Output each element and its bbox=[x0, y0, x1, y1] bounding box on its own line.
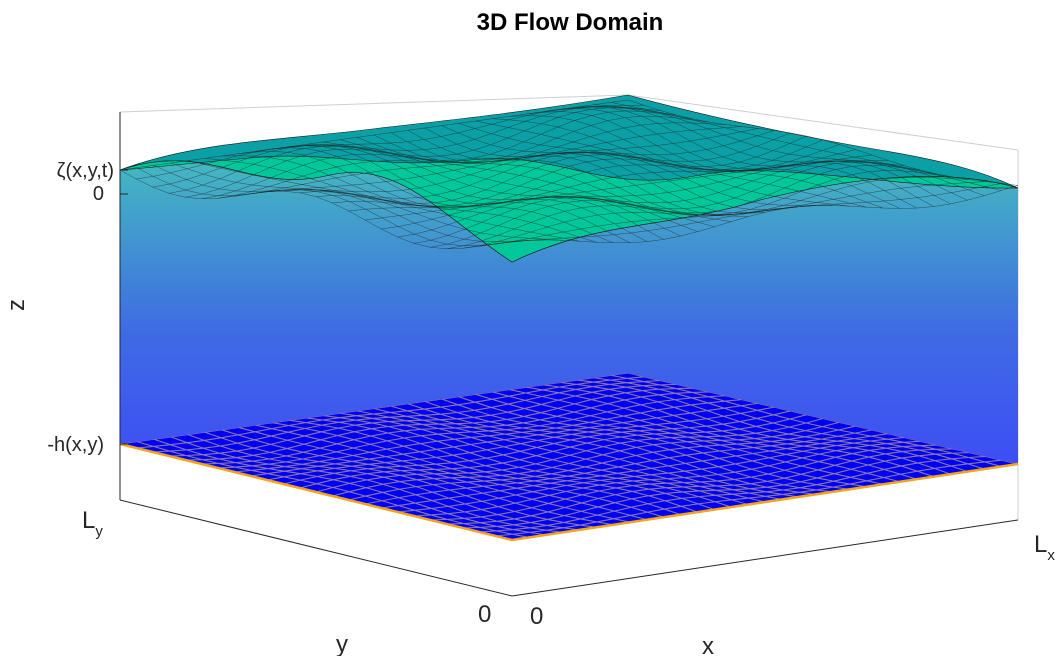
surface-mesh-line bbox=[560, 106, 951, 205]
bed-mesh-line bbox=[407, 403, 799, 498]
bed-mesh-line bbox=[204, 431, 597, 528]
bed-mesh-line bbox=[289, 419, 681, 516]
bed-mesh-line bbox=[509, 389, 901, 483]
surface-mesh-line bbox=[187, 160, 580, 242]
bed-mesh-line bbox=[594, 377, 985, 470]
surface-mesh-line bbox=[441, 125, 833, 206]
surface-mesh-line bbox=[356, 137, 749, 217]
bed-mesh-line bbox=[187, 434, 580, 531]
bed-mesh-line bbox=[340, 412, 732, 508]
surface-mesh-line bbox=[323, 141, 715, 227]
z-axis-label: z bbox=[3, 299, 30, 311]
surface-mesh-line bbox=[390, 132, 782, 215]
x-tick-end: Lx bbox=[1034, 531, 1055, 564]
bed-mesh-line bbox=[136, 441, 529, 539]
surface-mesh-line bbox=[611, 102, 1002, 191]
bed-mesh-line bbox=[424, 400, 816, 495]
bed-mesh-line bbox=[526, 386, 917, 480]
z-ticks bbox=[120, 169, 128, 445]
figure-title: 3D Flow Domain bbox=[477, 9, 664, 36]
surface-mesh-line bbox=[627, 99, 1019, 186]
bed-mesh-line bbox=[356, 410, 749, 506]
bed-mesh-line bbox=[560, 381, 951, 475]
surface-mesh-line bbox=[475, 120, 867, 208]
surface-mesh-line bbox=[458, 123, 850, 207]
free-surface bbox=[119, 94, 1019, 263]
bed-mesh-line bbox=[272, 422, 664, 518]
surface-mesh-line bbox=[170, 162, 563, 241]
bed-edge bbox=[119, 442, 1019, 542]
bed-mesh-line bbox=[306, 417, 698, 513]
surface-mesh-line bbox=[204, 158, 597, 243]
bed-mesh-line bbox=[373, 407, 766, 503]
surface-mesh-line bbox=[526, 111, 917, 209]
surface-mesh-line bbox=[594, 104, 985, 196]
surface-mesh-line bbox=[306, 144, 698, 232]
surface-mesh-line bbox=[373, 134, 766, 216]
bed-mesh-line bbox=[543, 384, 934, 478]
surface-mesh-line bbox=[153, 165, 546, 243]
bed-mesh-line bbox=[610, 374, 1002, 468]
bed-mesh-line bbox=[492, 391, 884, 485]
y-tick-zero: 0 bbox=[478, 601, 491, 628]
x-axis-label: x bbox=[702, 633, 714, 656]
surface-mesh-line bbox=[340, 139, 732, 222]
surface-mesh-line bbox=[492, 118, 884, 209]
surface-mesh-line bbox=[543, 108, 934, 207]
bed-mesh-line bbox=[153, 438, 546, 536]
x-tick-zero: 0 bbox=[530, 603, 543, 630]
bed-mesh-line bbox=[390, 405, 782, 501]
surface-mesh-line bbox=[509, 115, 901, 209]
y-tick-end: Ly bbox=[82, 507, 103, 540]
surface-mesh-line bbox=[221, 155, 614, 244]
bed-mesh-line bbox=[238, 426, 631, 523]
surface-mesh-line bbox=[407, 130, 799, 214]
axis-lines bbox=[119, 112, 1019, 597]
bed-mesh-line bbox=[170, 436, 563, 533]
bed-mesh-line bbox=[221, 429, 614, 526]
bed-mesh-line bbox=[577, 379, 968, 473]
surface-mesh-line bbox=[424, 127, 816, 210]
bed-mesh-line bbox=[458, 396, 850, 490]
surface-mesh-line bbox=[272, 145, 664, 240]
y-axis-label: y bbox=[336, 631, 348, 656]
surface-mesh-line bbox=[238, 151, 631, 243]
surface-mesh-line bbox=[136, 167, 529, 247]
z-tick-zero: 0 bbox=[93, 183, 104, 205]
surface-mesh bbox=[119, 99, 1019, 250]
surface-mesh-line bbox=[119, 169, 513, 250]
surface-mesh-line bbox=[255, 147, 648, 242]
surface-mesh-line bbox=[289, 144, 681, 237]
surface-mesh-line bbox=[577, 106, 968, 201]
bed bbox=[119, 373, 1019, 542]
z-tick-surface: ζ(x,y,t) bbox=[57, 160, 114, 182]
bed-mesh-line bbox=[475, 393, 867, 488]
z-tick-bottom: -h(x,y) bbox=[47, 434, 104, 456]
bed-mesh bbox=[120, 373, 1018, 540]
bed-mesh-line bbox=[323, 415, 715, 511]
bed-mesh-line bbox=[255, 424, 648, 521]
bed-mesh-line bbox=[441, 398, 833, 493]
